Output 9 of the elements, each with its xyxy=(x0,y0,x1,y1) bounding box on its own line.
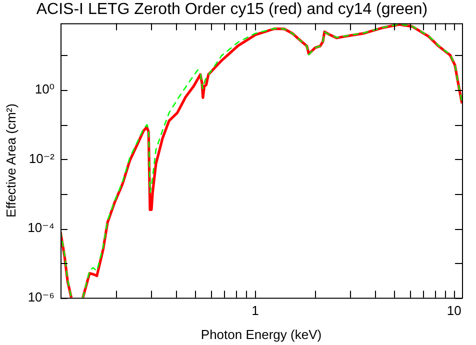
x-tick-label: 1 xyxy=(252,303,259,318)
y-axis-title: Effective Area (cm²) xyxy=(3,104,18,218)
y-tick-label: 10⁻² xyxy=(28,150,56,166)
y-tick-label: 10⁻⁶ xyxy=(28,289,55,304)
y-tick-label: 10⁰ xyxy=(34,82,55,97)
chart-title: ACIS-I LETG Zeroth Order cy15 (red) and cy14 (green) xyxy=(36,1,428,18)
x-axis-title: Photon Energy (keV) xyxy=(200,326,322,342)
x-tick-label: 10 xyxy=(446,303,462,318)
y-tick-label: 10⁻⁴ xyxy=(28,220,55,236)
